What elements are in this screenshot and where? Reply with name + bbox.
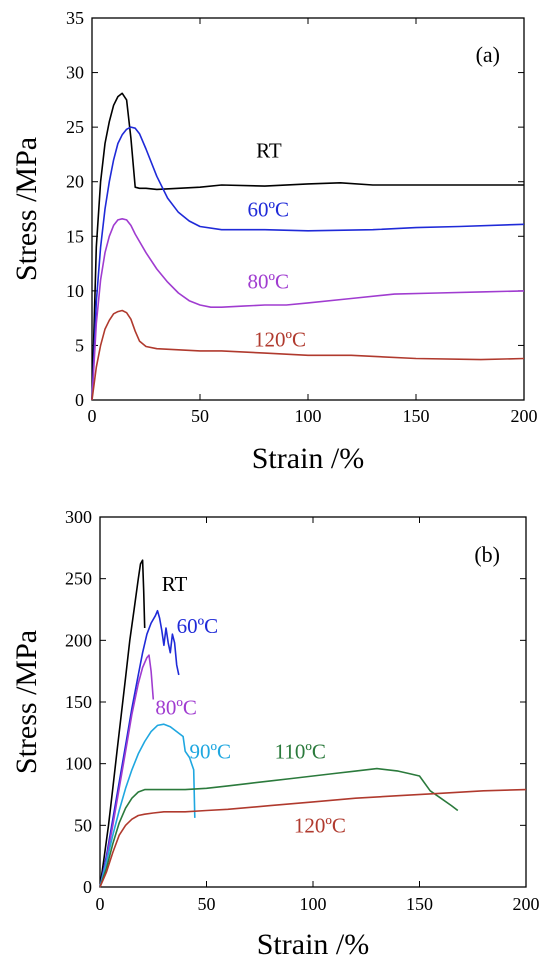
panel-b-series-80c-line bbox=[99, 654, 155, 888]
panel-a-series-label-80c: 80ºC bbox=[248, 270, 290, 294]
panel-b-series-60c-line bbox=[99, 609, 180, 888]
panel-b-y-tick-label: 200 bbox=[65, 630, 92, 650]
panel-a-y-tick-label: 15 bbox=[66, 226, 84, 246]
panel-a-y-tick-label: 35 bbox=[66, 8, 84, 28]
panel-a-series-labels: RT 60ºC 80ºC 120ºC bbox=[248, 139, 307, 352]
panel-a-x-tick-label: 0 bbox=[88, 406, 97, 426]
panel-a-chart: 0 50 100 150 200 0 5 10 15 20 25 30 35 RT 60ºC 80ºC 120… bbox=[10, 8, 538, 475]
panel-b-x-tick-label: 50 bbox=[198, 894, 216, 914]
panel-b-series-label-rt: RT bbox=[162, 572, 188, 596]
panel-a-x-tick-label: 100 bbox=[295, 406, 322, 426]
panel-a-x-tick-label: 50 bbox=[191, 406, 209, 426]
panel-a-y-tick-label: 20 bbox=[66, 172, 84, 192]
panel-a-tag: (a) bbox=[476, 42, 500, 67]
panel-b-y-tick-label: 300 bbox=[65, 507, 92, 527]
panel-a-y-tick-label: 25 bbox=[66, 117, 84, 137]
panel-b-x-axis-title: Strain /% bbox=[257, 928, 370, 961]
panel-a-series-label-120c: 120ºC bbox=[254, 328, 306, 352]
panel-a-y-axis-title: Stress /MPa bbox=[10, 137, 43, 281]
panel-b-y-tick-label: 50 bbox=[74, 815, 92, 835]
panel-b-y-tick-label: 100 bbox=[65, 754, 92, 774]
panel-b-y-tick-label: 0 bbox=[83, 877, 92, 897]
panel-b-series-label-90c: 90ºC bbox=[189, 740, 231, 764]
panel-a-plot-frame bbox=[91, 17, 525, 401]
panel-b-y-tick-label: 250 bbox=[65, 569, 92, 589]
panel-b-y-axis-title: Stress /MPa bbox=[10, 630, 43, 774]
panel-b-x-tick-label: 200 bbox=[513, 894, 540, 914]
panel-a-series-120c-line bbox=[91, 309, 525, 401]
panel-b-series bbox=[99, 559, 527, 888]
panel-b-y-tick-label: 150 bbox=[65, 692, 92, 712]
panel-a-x-axis-title: Strain /% bbox=[252, 442, 365, 475]
panel-a-x-tick-label: 200 bbox=[511, 406, 538, 426]
panel-a-y-tick-label: 10 bbox=[66, 281, 84, 301]
panel-b-series-labels: RT 60ºC 80ºC 90ºC 110ºC 120ºC bbox=[155, 572, 345, 838]
panel-b-x-tick-label: 100 bbox=[300, 894, 327, 914]
panel-b-series-label-60c: 60ºC bbox=[177, 614, 219, 638]
panel-b-series-label-80c: 80ºC bbox=[155, 695, 197, 719]
panel-b-series-label-120c: 120ºC bbox=[294, 814, 346, 838]
panel-b-chart: 0 50 100 150 200 0 50 100 150 200 250 300 RT 60ºC 80º… bbox=[10, 507, 540, 961]
panel-a-series-80c-line bbox=[91, 218, 525, 401]
panel-b-ticks: 0 50 100 150 200 0 50 100 150 200 250 300 bbox=[65, 507, 540, 914]
panel-b-series-label-110c: 110ºC bbox=[275, 740, 326, 764]
panel-b-series-rt-line bbox=[99, 559, 146, 888]
panel-a-series-label-60c: 60ºC bbox=[248, 198, 290, 222]
panel-b-x-tick-label: 0 bbox=[96, 894, 105, 914]
panel-b-x-tick-label: 150 bbox=[406, 894, 433, 914]
panel-a-series bbox=[91, 92, 525, 401]
panel-a-ticks: 0 50 100 150 200 0 5 10 15 20 25 30 35 bbox=[66, 8, 538, 426]
panel-a-y-tick-label: 30 bbox=[66, 63, 84, 83]
panel-b-series-90c-line bbox=[99, 723, 196, 888]
panel-a-series-label-rt: RT bbox=[256, 139, 282, 163]
panel-a-y-tick-label: 5 bbox=[75, 335, 84, 355]
panel-a-series-rt-line bbox=[91, 92, 524, 401]
panel-a-y-tick-label: 0 bbox=[75, 390, 84, 410]
panel-b-series-110c-line bbox=[99, 767, 459, 888]
panel-a-x-tick-label: 150 bbox=[403, 406, 430, 426]
panel-a-series-60c-line bbox=[91, 126, 525, 401]
panel-b-series-120c-line bbox=[99, 788, 527, 888]
panel-b-tag: (b) bbox=[474, 542, 500, 567]
